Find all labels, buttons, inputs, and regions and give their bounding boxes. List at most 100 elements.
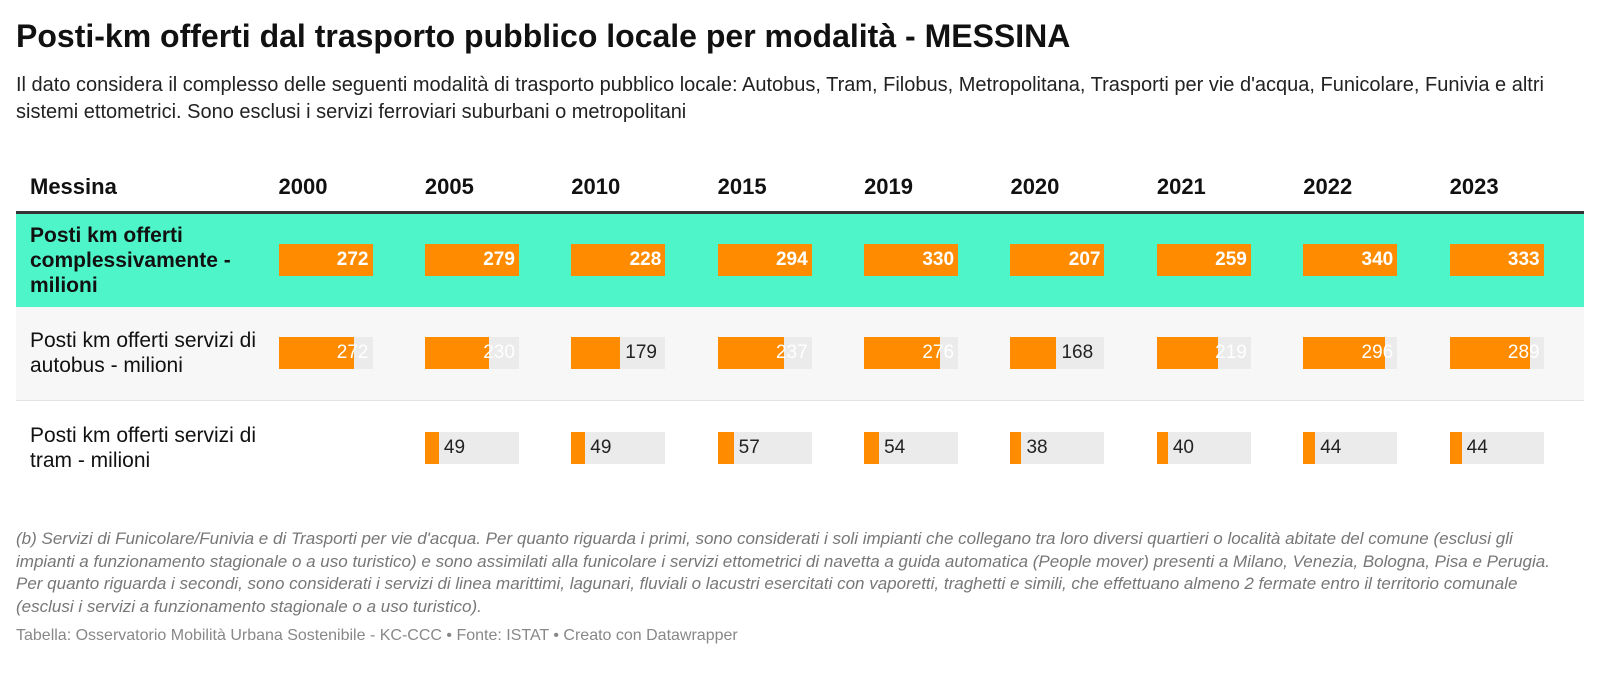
bar-cell: 44 <box>1303 401 1449 495</box>
bar <box>864 337 941 370</box>
bar-track: 237 <box>717 337 812 370</box>
column-header-2020: 2020 <box>1010 163 1157 214</box>
data-label: 219 <box>1215 342 1247 364</box>
bar-track: 54 <box>864 431 959 464</box>
bar-track: 259 <box>1156 244 1251 277</box>
data-label: 279 <box>483 249 515 271</box>
bar-cell: 333 <box>1449 213 1584 307</box>
data-label: 168 <box>1061 342 1094 364</box>
bar-cell: 44 <box>1449 401 1584 495</box>
bar <box>1449 244 1544 277</box>
bar <box>717 244 812 277</box>
bar-track: 44 <box>1303 431 1398 464</box>
column-header-2023: 2023 <box>1449 163 1584 214</box>
bar <box>1010 431 1022 464</box>
bar-track: 44 <box>1449 431 1544 464</box>
bar-cell: 49 <box>424 401 571 495</box>
table-row: Posti km offerti servizi di autobus - mi… <box>16 306 1584 401</box>
bar-track: 272 <box>278 244 373 277</box>
source-credit: Tabella: Osservatorio Mobilità Urbana So… <box>16 627 738 644</box>
bar <box>1156 431 1168 464</box>
data-label: 57 <box>738 436 760 458</box>
data-label: 330 <box>922 249 955 271</box>
bar-cell: 228 <box>571 213 717 307</box>
data-table: Messina 2000 2005 2010 2015 2019 2020 2021 2022… <box>16 163 1584 495</box>
data-label: 207 <box>1068 249 1101 271</box>
bar <box>1303 244 1398 277</box>
bar-cell: 294 <box>717 213 864 307</box>
bar <box>1156 244 1251 277</box>
bar <box>1303 431 1316 464</box>
bar-cell: 230 <box>424 307 571 401</box>
bar <box>864 244 959 277</box>
bar-cell: 272 <box>278 307 425 401</box>
bar-cell: 168 <box>1010 307 1156 401</box>
bar-cell: 219 <box>1156 307 1303 401</box>
table-row: Posti km offerti complessivamente -milio… <box>16 212 1584 307</box>
bar-cell: 276 <box>864 307 1010 401</box>
chart-title: Posti-km offerti dal trasporto pubblico … <box>16 18 1071 54</box>
data-label: 333 <box>1507 249 1540 271</box>
bar-track: 272 <box>278 337 373 370</box>
data-label: 49 <box>590 436 612 458</box>
data-label: 340 <box>1361 249 1394 271</box>
data-label: 276 <box>922 342 955 364</box>
bar-cell: 237 <box>717 307 864 401</box>
bar-track: 296 <box>1303 337 1398 370</box>
table-header-row: Messina 2000 2005 2010 2015 2019 2020 2021 2022… <box>16 163 1584 214</box>
bar-track: 168 <box>1010 337 1105 370</box>
bar <box>278 244 373 277</box>
column-header-2022: 2022 <box>1303 163 1450 214</box>
bar <box>1303 337 1386 370</box>
bar-track: 40 <box>1156 431 1251 464</box>
data-label: 272 <box>336 342 369 364</box>
bar-cell <box>279 401 425 495</box>
bar-track: 294 <box>717 244 812 277</box>
bar <box>717 431 734 464</box>
bar-cell: 54 <box>864 401 1010 495</box>
bar-track: 340 <box>1303 244 1398 277</box>
bar-cell: 330 <box>864 213 1010 307</box>
bar <box>717 337 784 370</box>
bar <box>571 431 586 464</box>
column-header-2015: 2015 <box>717 163 865 214</box>
data-label: 289 <box>1507 342 1540 364</box>
data-label: 44 <box>1466 436 1488 458</box>
bar-track: 230 <box>424 337 519 370</box>
bar <box>278 337 354 370</box>
bar-cell: 49 <box>571 401 717 495</box>
bar <box>1449 431 1462 464</box>
data-label: 230 <box>483 342 515 364</box>
bar-track: 207 <box>1010 244 1105 277</box>
data-label: 179 <box>625 342 657 364</box>
bar-track: 219 <box>1156 337 1251 370</box>
bar-track: 276 <box>864 337 959 370</box>
bar-track: 279 <box>424 244 519 277</box>
first-column-header: Messina <box>16 163 279 214</box>
bar-track: 333 <box>1449 244 1544 277</box>
row-label: Posti km offerti servizi di tram - milio… <box>30 423 257 472</box>
data-label: 44 <box>1320 436 1342 458</box>
bar-track: 228 <box>571 244 666 277</box>
column-header-2021: 2021 <box>1156 163 1304 214</box>
data-label: 294 <box>775 249 808 271</box>
column-header-2005: 2005 <box>424 163 572 214</box>
bar-track: 38 <box>1010 431 1105 464</box>
table-body: Posti km offerti complessivamente -milio… <box>16 212 1584 495</box>
bar-track: 49 <box>424 431 519 464</box>
bar <box>1010 337 1057 370</box>
bar-cell: 207 <box>1010 213 1156 307</box>
bar-track: 179 <box>571 337 666 370</box>
row-label: Posti km offerti servizi di autobus - mi… <box>30 329 257 378</box>
footnote: (b) Servizi di Funicolare/Funivia e di T… <box>16 529 1550 616</box>
bar <box>571 244 666 277</box>
bar-cell: 57 <box>717 401 864 495</box>
data-label: 237 <box>775 342 808 364</box>
bar-track: 289 <box>1449 337 1544 370</box>
bar-track: 330 <box>864 244 959 277</box>
bar-cell: 179 <box>571 307 717 401</box>
data-label: 272 <box>336 249 369 271</box>
bar-cell: 38 <box>1010 401 1156 495</box>
bar-cell: 279 <box>424 213 571 307</box>
